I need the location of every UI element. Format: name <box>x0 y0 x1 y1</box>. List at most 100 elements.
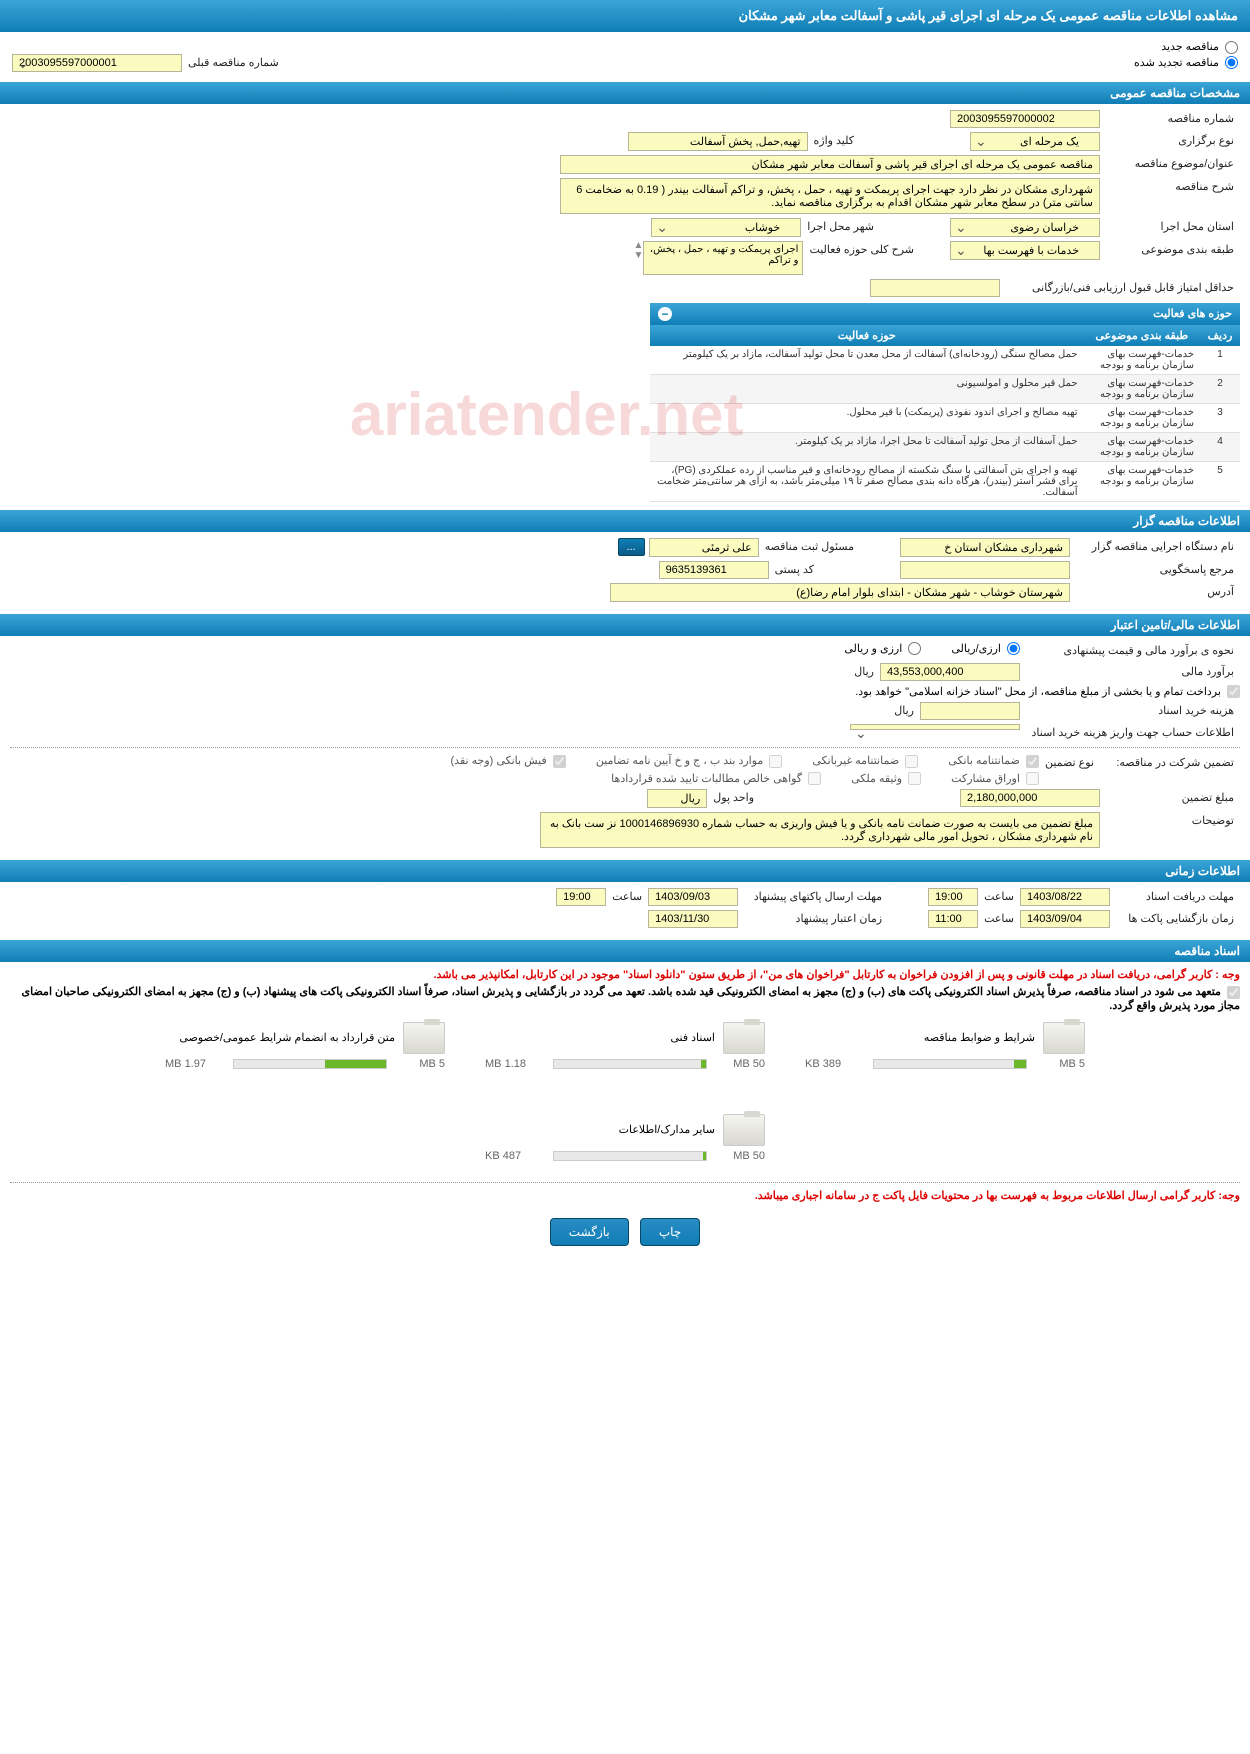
subject-label: عنوان/موضوع مناقصه <box>1100 155 1240 172</box>
radio-fx[interactable]: ارزی و ریالی <box>844 642 921 656</box>
folder-icon <box>723 1022 765 1054</box>
province-label: استان محل اجرا <box>1100 218 1240 235</box>
min-score-label: حداقل امتیاز قابل قبول ارزیابی فنی/بازرگ… <box>1000 279 1240 296</box>
keyword-value: تهیه,حمل, پخش آسفالت <box>628 132 808 151</box>
print-button[interactable]: چاپ <box>640 1218 700 1246</box>
doc-deadline-time: 19:00 <box>928 888 978 906</box>
activity-scope-label: شرح کلی حوزه فعالیت <box>803 241 920 258</box>
est-value: 43,553,000,400 <box>880 663 1020 681</box>
chk-bonds[interactable]: اوراق مشارکت <box>951 772 1039 786</box>
postal-value: 9635139361 <box>659 561 769 579</box>
section-timing: اطلاعات زمانی <box>0 860 1250 882</box>
notes-value: مبلغ تضمین می بایست به صورت ضمانت نامه ب… <box>540 812 1100 848</box>
chk-cash[interactable]: فیش بانکی (وجه نقد) <box>451 754 566 768</box>
activity-scope-value: اجرای پریمکت و تهیه ، حمل ، پخش، و تراکم <box>643 241 803 275</box>
table-row: 3خدمات-فهرست بهای سازمان برنامه و بودجهت… <box>650 403 1240 432</box>
file-cap: 50 MB <box>715 1150 765 1162</box>
subject-class-select[interactable]: خدمات با فهرست بها <box>950 241 1100 260</box>
radio-new-tender[interactable]: مناقصه جدید <box>1161 41 1238 53</box>
chk-property[interactable]: وثیقه ملکی <box>851 772 921 786</box>
activities-header: حوزه های فعالیت − <box>650 303 1240 325</box>
guar-amount-label: مبلغ تضمین <box>1100 789 1240 806</box>
currency-label: واحد پول <box>707 789 760 806</box>
desc-value: شهرداری مشکان در نظر دارد جهت اجرای پریم… <box>560 178 1100 214</box>
addr-value: شهرستان خوشاب - شهر مشکان - ابتدای بلوار… <box>610 583 1070 602</box>
tender-no: 2003095597000002 <box>950 110 1100 128</box>
file-used: 487 KB <box>485 1150 545 1162</box>
section-organizer: اطلاعات مناقصه گزار <box>0 510 1250 532</box>
black-note: متعهد می شود در اسناد مناقصه، صرفاً پذیر… <box>10 985 1240 1012</box>
file-cap: 50 MB <box>715 1058 765 1070</box>
file-title: متن قرارداد به انضمام شرایط عمومی/خصوصی <box>179 1031 395 1044</box>
validity-date: 1403/11/30 <box>648 910 738 928</box>
prev-num-select[interactable]: 2003095597000001 <box>12 54 182 72</box>
payment-note-check[interactable]: برداخت تمام و یا بخشی از مبلغ مناقصه، از… <box>855 685 1240 699</box>
section-financial: اطلاعات مالی/تامین اعتبار <box>0 614 1250 636</box>
commit-checkbox <box>1227 986 1240 999</box>
rial-unit: ریال <box>848 663 880 680</box>
bid-deadline-label: مهلت ارسال پاکتهاى پیشنهاد <box>738 888 888 905</box>
divider <box>10 1182 1240 1183</box>
guarantee-label: تضمین شرکت در مناقصه: <box>1100 754 1240 771</box>
min-score-value <box>870 279 1000 297</box>
file-title: شرایط و ضوابط مناقصه <box>924 1031 1035 1044</box>
chk-bank[interactable]: ضمانتنامه بانکی <box>948 754 1039 768</box>
file-title: سایر مدارک/اطلاعات <box>619 1123 715 1136</box>
city-select[interactable]: خوشاب <box>651 218 801 237</box>
reg-label: مسئول ثبت مناقصه <box>759 538 860 555</box>
tender-no-label: شماره مناقصه <box>1100 110 1240 127</box>
bid-deadline-date: 1403/09/03 <box>648 888 738 906</box>
keyword-label: کلید واژه <box>808 132 860 149</box>
radio-rial[interactable]: ارزی/ریالی <box>951 642 1020 656</box>
red-note-2: وجه: کاربر گرامی ارسال اطلاعات مربوط به … <box>10 1189 1240 1202</box>
prev-num-label: شماره مناقصه قبلی <box>182 54 285 71</box>
resp-value <box>900 561 1070 579</box>
chk-cert[interactable]: گواهی خالص مطالبات تایید شده قراردادها <box>611 772 821 786</box>
hold-type-select[interactable]: یک مرحله ای <box>970 132 1100 151</box>
section-general: مشخصات مناقصه عمومی <box>0 82 1250 104</box>
table-row: 2خدمات-فهرست بهای سازمان برنامه و بودجهح… <box>650 374 1240 403</box>
doc-deadline-label: مهلت دریافت اسناد <box>1110 888 1240 905</box>
org-label: نام دستگاه اجرایی مناقصه گزار <box>1070 538 1240 555</box>
progress-bar <box>233 1059 387 1069</box>
file-cap: 5 MB <box>395 1058 445 1070</box>
hold-type-label: نوع برگزاری <box>1100 132 1240 149</box>
guar-amount-value: 2,180,000,000 <box>960 789 1100 807</box>
more-button[interactable]: ... <box>618 538 645 556</box>
col-row: ردیف <box>1200 325 1240 346</box>
progress-bar <box>553 1059 707 1069</box>
back-button[interactable]: بازگشت <box>550 1218 629 1246</box>
notes-label: توضیحات <box>1100 812 1240 829</box>
activity-table: ردیف طبقه بندی موضوعی حوزه فعالیت 1خدمات… <box>650 325 1240 502</box>
open-date: 1403/09/04 <box>1020 910 1110 928</box>
folder-icon <box>723 1114 765 1146</box>
file-used: 1.97 MB <box>165 1058 225 1070</box>
open-time: 11:00 <box>928 910 978 928</box>
tender-type-radios: مناقصه جدید مناقصه تجدید شده شماره مناقص… <box>0 32 1250 80</box>
page-title: مشاهده اطلاعات مناقصه عمومی یک مرحله ای … <box>0 0 1250 32</box>
bid-deadline-time: 19:00 <box>556 888 606 906</box>
org-value: شهرداری مشکان استان خ <box>900 538 1070 557</box>
file-title: اسناد فنی <box>670 1031 715 1044</box>
doc-cost-label: هزینه خرید اسناد <box>1020 702 1240 719</box>
red-note-1: وجه : کاربر گرامی، دریافت اسناد در مهلت … <box>10 968 1240 981</box>
resp-label: مرجع پاسخگویی <box>1070 561 1240 578</box>
scroll-indicator-icon: ▲▼ <box>634 241 644 261</box>
validity-label: زمان اعتبار پیشنهاد <box>738 910 888 927</box>
table-row: 4خدمات-فهرست بهای سازمان برنامه و بودجهح… <box>650 432 1240 461</box>
account-select[interactable] <box>850 724 1020 730</box>
doc-cost-value <box>920 702 1020 720</box>
divider <box>10 747 1240 748</box>
radio-renewed-tender[interactable]: مناقصه تجدید شده <box>1134 56 1238 70</box>
chk-bcj[interactable]: موارد بند ب ، ج و خ آیین نامه تضامین <box>596 754 783 768</box>
chk-nonbank[interactable]: ضمانتنامه غیربانکی <box>812 754 918 768</box>
postal-label: کد پستی <box>769 561 820 578</box>
progress-bar <box>553 1151 707 1161</box>
addr-label: آدرس <box>1070 583 1240 600</box>
file-used: 1.18 MB <box>485 1058 545 1070</box>
collapse-icon[interactable]: − <box>658 307 672 321</box>
doc-deadline-date: 1403/08/22 <box>1020 888 1110 906</box>
folder-icon <box>1043 1022 1085 1054</box>
province-select[interactable]: خراسان رضوی <box>950 218 1100 237</box>
file-box: متن قرارداد به انضمام شرایط عمومی/خصوصی 5… <box>165 1022 445 1074</box>
